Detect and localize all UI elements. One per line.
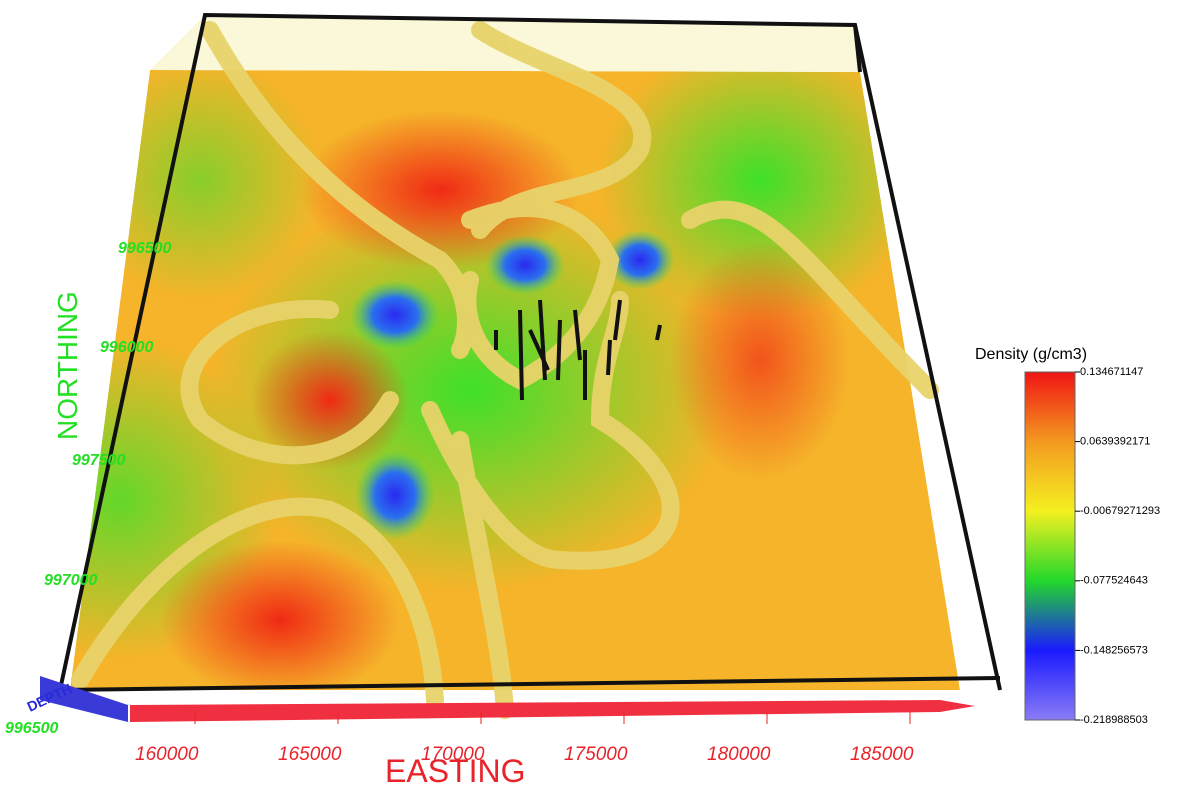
colorbar bbox=[1025, 372, 1075, 720]
y-axis-label: NORTHING bbox=[52, 291, 83, 440]
y-tick-label: 997000 bbox=[44, 572, 97, 589]
colorbar-tick-label: -0.077524643 bbox=[1080, 575, 1148, 587]
y-tick-label: 996000 bbox=[100, 339, 153, 356]
scene: EASTING NORTHING DEPTH Density (g/cm3) 0… bbox=[0, 0, 1179, 794]
y-tick-label: 997500 bbox=[72, 452, 125, 469]
x-tick-label: 165000 bbox=[278, 744, 342, 765]
colorbar-tick-label: 0.134671147 bbox=[1080, 366, 1143, 378]
colorbar-tick-label: -0.218988503 bbox=[1080, 714, 1148, 726]
x-tick-label: 185000 bbox=[850, 744, 914, 765]
y-tick-label: 996500 bbox=[118, 240, 171, 257]
y-tick-label: 996500 bbox=[5, 720, 58, 737]
easting-axis bbox=[130, 700, 975, 722]
colorbar-tick-label: -0.00679271293 bbox=[1080, 505, 1160, 517]
legend-title: Density (g/cm3) bbox=[975, 346, 1087, 363]
x-tick-label: 180000 bbox=[707, 744, 771, 765]
x-tick-label: 160000 bbox=[135, 744, 199, 765]
x-tick-label: 175000 bbox=[564, 744, 628, 765]
colorbar-tick-label: 0.0639392171 bbox=[1080, 436, 1150, 448]
colorbar-tick-label: -0.148256573 bbox=[1080, 644, 1148, 656]
page: {"chart_data": {"type": "3d-volume", "le… bbox=[0, 0, 1179, 794]
x-tick-label: 170000 bbox=[421, 744, 485, 765]
